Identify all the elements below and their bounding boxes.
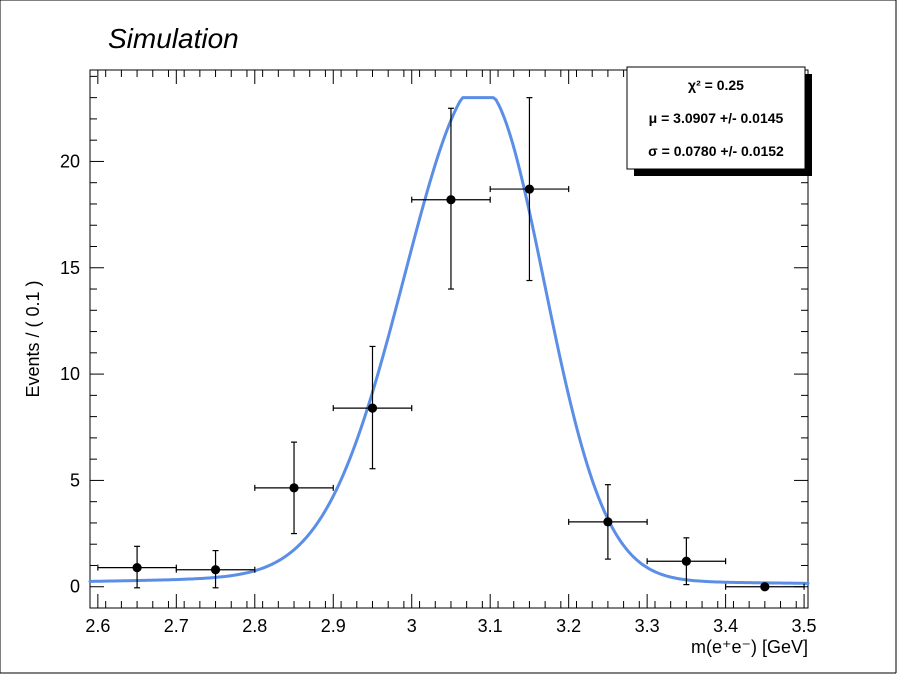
stats-chi2: χ² = 0.25	[688, 77, 744, 93]
data-point-group	[411, 107, 491, 290]
data-point-group	[646, 537, 727, 586]
x-tick-label: 3.3	[635, 616, 660, 636]
x-tick-label: 2.9	[321, 616, 346, 636]
data-point-marker	[446, 195, 456, 205]
x-tick-label: 3.1	[478, 616, 503, 636]
data-point-group	[175, 549, 256, 589]
fit-curve-layer	[88, 96, 810, 585]
y-tick-label: 0	[70, 577, 80, 597]
y-tick-label: 5	[70, 470, 80, 490]
chart-title: Simulation	[108, 23, 239, 54]
plot-frame	[89, 69, 809, 609]
stats-sigma: σ = 0.0780 +/- 0.0152	[648, 143, 784, 159]
x-tick-label: 2.7	[164, 616, 189, 636]
stats-mu: μ = 3.0907 +/- 0.0145	[649, 110, 784, 126]
x-axis: 2.6 2.7 2.8 2.9 3 3.1 3.2 3.3 3.4 3.5	[85, 70, 817, 636]
data-point-marker	[603, 517, 613, 527]
x-tick-label: 3.2	[556, 616, 581, 636]
fit-curve	[88, 96, 810, 585]
data-point-group	[332, 345, 413, 470]
data-point-group	[489, 97, 570, 282]
x-tick-label: 3.5	[792, 616, 817, 636]
data-point-group	[568, 484, 648, 560]
y-tick-label: 20	[60, 151, 80, 171]
x-tick-label: 3	[407, 616, 417, 636]
data-point-marker	[132, 562, 142, 573]
data-point-group	[254, 441, 334, 535]
data-point-marker	[367, 403, 378, 413]
y-tick-label: 15	[60, 258, 80, 278]
x-tick-label: 2.6	[85, 616, 110, 636]
data-point-marker	[210, 565, 221, 575]
data-points-layer	[97, 97, 805, 592]
y-tick-label: 10	[60, 364, 80, 384]
stats-box: χ² = 0.25 μ = 3.0907 +/- 0.0145 σ = 0.07…	[626, 66, 812, 176]
y-axis-label: Events / ( 0.1 )	[23, 280, 43, 397]
data-point-marker	[681, 556, 691, 566]
data-point-marker	[760, 582, 770, 592]
data-point-marker	[524, 184, 535, 194]
x-tick-label: 3.4	[713, 616, 738, 636]
y-axis: 0 5 10 15 20	[60, 75, 808, 609]
x-tick-label: 2.8	[242, 616, 267, 636]
x-axis-label: m(e⁺e⁻) [GeV]	[691, 637, 808, 657]
data-point-group	[725, 582, 805, 592]
stats-box-panel	[626, 66, 806, 170]
data-point-marker	[289, 483, 299, 493]
